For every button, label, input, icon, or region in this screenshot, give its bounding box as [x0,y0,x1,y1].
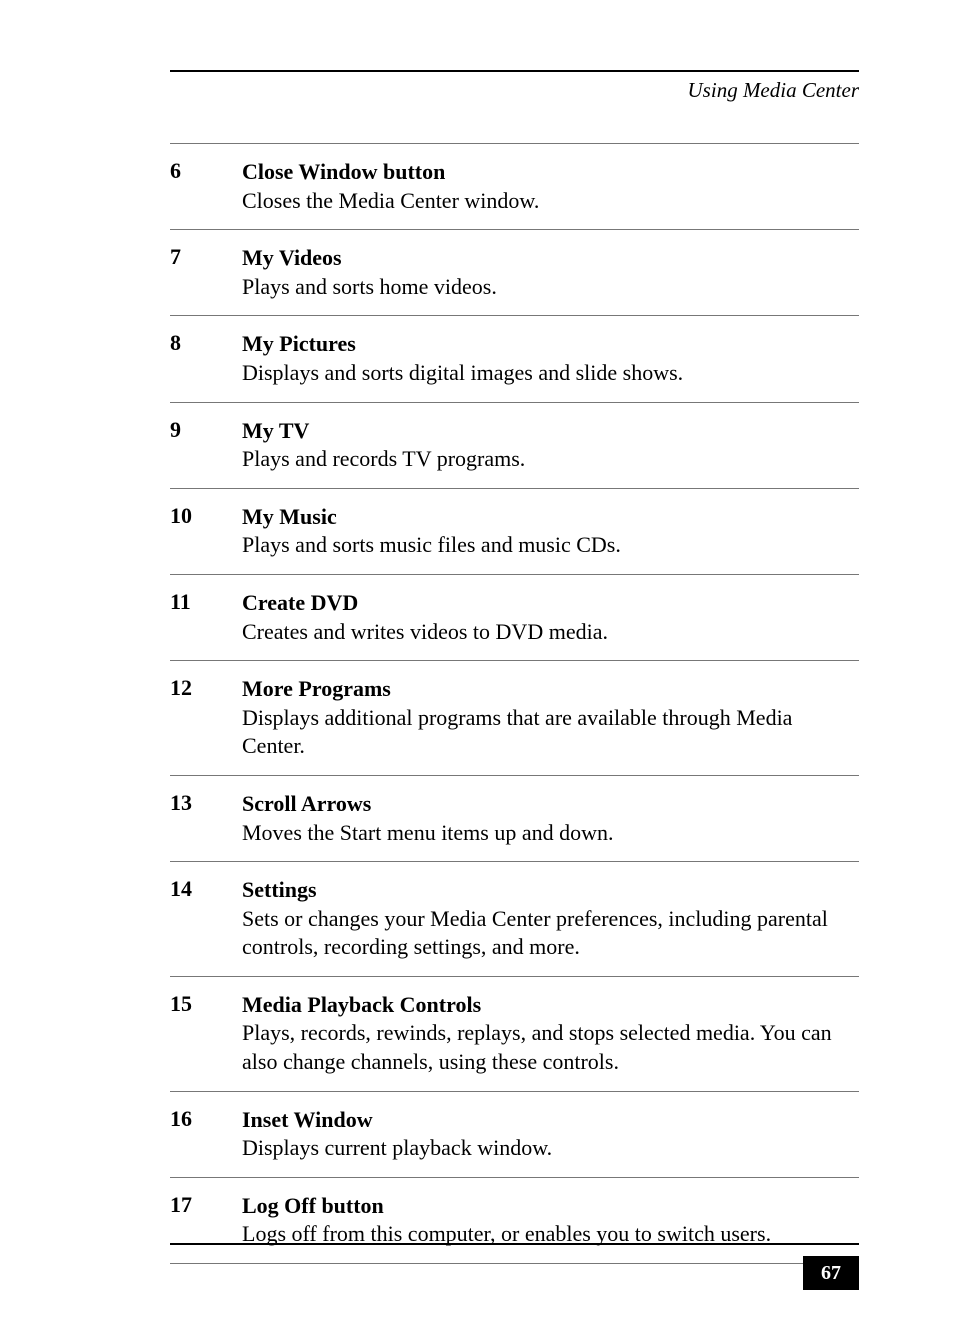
entry-row: 6Close Window button Closes the Media Cen… [170,143,859,229]
entry-body: Close Window button Closes the Media Cent… [242,158,859,215]
entry-description: Plays and sorts home videos. [242,273,859,302]
entry-number: 11 [170,589,242,646]
entry-number: 17 [170,1192,242,1249]
entries-list: 6Close Window button Closes the Media Cen… [170,143,859,1263]
entry-number: 15 [170,991,242,1077]
entry-body: Media Playback ControlsPlays, records, r… [242,991,859,1077]
entry-row: 16Inset WindowDisplays current playback … [170,1091,859,1177]
entry-title: More Programs [242,676,391,701]
entry-number: 6 [170,158,242,215]
entry-body: My Pictures Displays and sorts digital im… [242,330,859,387]
entry-title: My Music [242,504,337,529]
entry-title: Scroll Arrows [242,791,371,816]
entry-number: 7 [170,244,242,301]
entry-description: Plays and records TV programs. [242,445,859,474]
entry-body: More Programs Displays additional program… [242,675,859,761]
entry-row: 13Scroll Arrows Moves the Start menu item… [170,775,859,861]
entry-body: My MusicPlays and sorts music files and … [242,503,859,560]
entry-description: Displays additional programs that are av… [242,704,859,761]
entry-body: Inset WindowDisplays current playback wi… [242,1106,859,1163]
entry-body: Settings Sets or changes your Media Cente… [242,876,859,962]
entry-number: 13 [170,790,242,847]
footer-rule [170,1243,859,1245]
entry-description: Displays current playback window. [242,1134,859,1163]
entry-row: 17Log Off buttonLogs off from this compu… [170,1177,859,1263]
entry-row: 10My MusicPlays and sorts music files an… [170,488,859,574]
entry-number: 9 [170,417,242,474]
entry-body: Log Off buttonLogs off from this compute… [242,1192,859,1249]
entry-number: 8 [170,330,242,387]
entry-description: Plays, records, rewinds, replays, and st… [242,1019,859,1076]
entry-title: My Pictures [242,331,356,356]
entry-row: 7My Videos Plays and sorts home videos. [170,229,859,315]
entry-title: Media Playback Controls [242,992,481,1017]
entry-description: Displays and sorts digital images and sl… [242,359,859,388]
entry-description: Sets or changes your Media Center prefer… [242,905,859,962]
entry-number: 12 [170,675,242,761]
page-footer: 67 [803,1262,859,1285]
entry-body: My Videos Plays and sorts home videos. [242,244,859,301]
entry-number: 14 [170,876,242,962]
entry-description: Creates and writes videos to DVD media. [242,618,859,647]
list-bottom-rule [170,1263,859,1264]
entry-title: Settings [242,877,317,902]
entry-title: My Videos [242,245,342,270]
entry-body: Scroll Arrows Moves the Start menu items … [242,790,859,847]
entry-number: 10 [170,503,242,560]
entry-row: 12More Programs Displays additional progr… [170,660,859,775]
entry-title: Create DVD [242,590,358,615]
entry-row: 14Settings Sets or changes your Media Cen… [170,861,859,976]
entry-title: My TV [242,418,309,443]
entry-row: 8My Pictures Displays and sorts digital i… [170,315,859,401]
entry-title: Log Off button [242,1193,384,1218]
entry-row: 11Create DVD Creates and writes videos to… [170,574,859,660]
entry-number: 16 [170,1106,242,1163]
entry-description: Closes the Media Center window. [242,187,859,216]
section-header: Using Media Center [170,78,859,103]
entry-row: 9My TVPlays and records TV programs. [170,402,859,488]
entry-description: Moves the Start menu items up and down. [242,819,859,848]
entry-title: Inset Window [242,1107,373,1132]
page-number-badge: 67 [803,1256,859,1290]
top-rule [170,70,859,72]
entry-title: Close Window button [242,159,445,184]
entry-body: Create DVD Creates and writes videos to D… [242,589,859,646]
entry-description: Plays and sorts music files and music CD… [242,531,859,560]
entry-row: 15Media Playback ControlsPlays, records,… [170,976,859,1091]
entry-body: My TVPlays and records TV programs. [242,417,859,474]
